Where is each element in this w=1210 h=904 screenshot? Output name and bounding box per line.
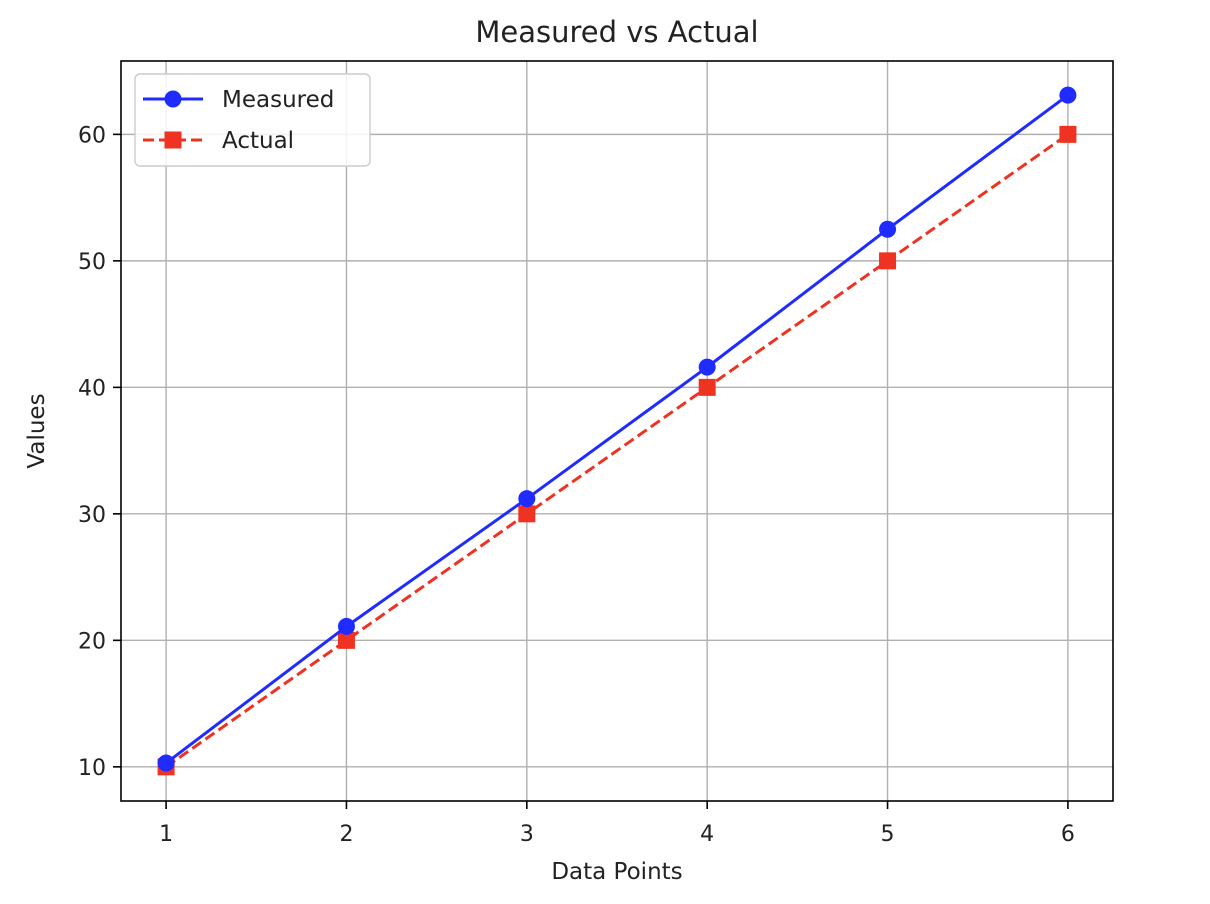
y-tick-label: 50 xyxy=(78,250,106,275)
data-point-actual xyxy=(1059,125,1077,143)
axis-ticks: 1 2 3 4 5 6 10 20 30 40 50 60 xyxy=(78,123,1075,847)
data-point-measured xyxy=(337,617,355,635)
x-tick-label: 2 xyxy=(339,822,353,847)
y-tick-label: 60 xyxy=(78,123,106,148)
series-line-actual xyxy=(165,133,1069,769)
y-tick-label: 20 xyxy=(78,629,106,654)
legend-entry-measured: Measured xyxy=(143,87,334,113)
x-tick-label: 6 xyxy=(1061,822,1075,847)
x-tick-label: 4 xyxy=(700,822,714,847)
data-point-actual xyxy=(337,631,355,649)
data-point-measured xyxy=(879,220,897,238)
legend-entry-actual: Actual xyxy=(143,128,294,154)
data-point-actual xyxy=(879,252,897,270)
series-layer xyxy=(157,86,1077,776)
series-line-measured xyxy=(165,93,1069,765)
data-point-measured xyxy=(698,358,716,376)
legend: Measured Actual xyxy=(134,73,371,167)
legend-marker-measured xyxy=(164,90,182,108)
series-actual xyxy=(157,125,1077,776)
legend-label-actual: Actual xyxy=(222,128,294,154)
data-point-measured xyxy=(518,490,536,508)
data-point-actual xyxy=(698,378,716,396)
data-point-actual xyxy=(518,505,536,523)
plot-frame xyxy=(120,60,1114,802)
chart-title: Measured vs Actual xyxy=(475,15,758,49)
y-axis-label: Values xyxy=(24,393,50,468)
data-point-measured xyxy=(157,754,175,772)
y-tick-label: 10 xyxy=(78,756,106,781)
y-tick-label: 30 xyxy=(78,503,106,528)
x-tick-label: 5 xyxy=(881,822,895,847)
legend-box xyxy=(134,73,371,167)
y-tick-label: 40 xyxy=(78,376,106,401)
data-point-measured xyxy=(1059,86,1077,104)
legend-marker-actual xyxy=(164,131,182,149)
x-tick-label: 1 xyxy=(159,822,173,847)
x-axis-label: Data Points xyxy=(551,859,682,885)
series-measured xyxy=(157,86,1077,772)
x-tick-label: 3 xyxy=(520,822,534,847)
legend-label-measured: Measured xyxy=(222,87,334,113)
